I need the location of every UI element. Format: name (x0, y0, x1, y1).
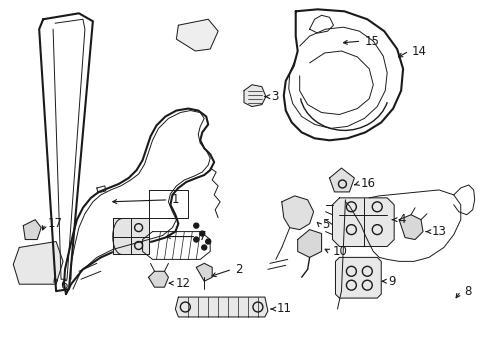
Text: 1: 1 (172, 193, 179, 206)
Circle shape (194, 223, 199, 228)
Text: 14: 14 (412, 45, 427, 58)
Text: 7: 7 (199, 230, 207, 243)
Circle shape (206, 239, 211, 244)
Polygon shape (282, 196, 314, 230)
Text: 17: 17 (48, 217, 63, 230)
Circle shape (194, 237, 199, 242)
Text: 8: 8 (464, 285, 471, 298)
Polygon shape (284, 9, 403, 140)
Text: 16: 16 (360, 177, 375, 190)
Text: 5: 5 (322, 218, 330, 231)
Text: 11: 11 (277, 302, 292, 315)
Polygon shape (336, 257, 381, 298)
Polygon shape (244, 85, 266, 107)
Text: 4: 4 (398, 213, 406, 226)
Polygon shape (148, 271, 169, 287)
Polygon shape (399, 215, 423, 239)
Polygon shape (333, 198, 394, 247)
Polygon shape (329, 168, 354, 192)
Text: 9: 9 (388, 275, 396, 288)
Circle shape (200, 231, 205, 236)
Polygon shape (196, 264, 212, 281)
Polygon shape (113, 218, 148, 255)
Text: 2: 2 (235, 263, 243, 276)
Polygon shape (23, 220, 41, 239)
Polygon shape (175, 297, 268, 317)
Text: 6: 6 (60, 279, 68, 292)
Polygon shape (176, 19, 218, 51)
Text: 15: 15 (365, 35, 379, 48)
Polygon shape (39, 13, 93, 291)
Text: 13: 13 (432, 225, 447, 238)
Polygon shape (13, 242, 63, 284)
Polygon shape (298, 230, 321, 257)
Text: 12: 12 (175, 277, 191, 290)
Circle shape (202, 245, 207, 250)
Polygon shape (64, 109, 214, 294)
Text: 10: 10 (333, 245, 347, 258)
Text: 3: 3 (271, 90, 278, 103)
